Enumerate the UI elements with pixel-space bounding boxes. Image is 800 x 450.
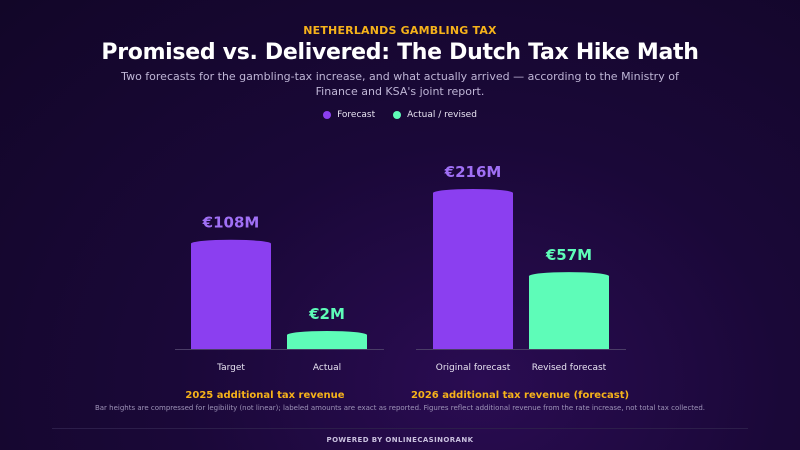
kicker: NETHERLANDS GAMBLING TAX <box>303 24 497 37</box>
legend-item-forecast: Forecast <box>323 110 375 120</box>
legend-item-actual: Actual / revised <box>393 110 477 120</box>
group-label-2025: 2025 additional tax revenue <box>185 390 345 401</box>
divider <box>52 428 748 429</box>
subtitle: Two forecasts for the gambling-tax incre… <box>121 70 679 98</box>
value-label: €108M <box>202 214 260 232</box>
bar-target <box>191 239 271 349</box>
footer-credit: POWERED BY ONLINECASINORANK <box>326 436 474 444</box>
category-label: Original forecast <box>436 363 511 373</box>
group-label-2026: 2026 additional tax revenue (forecast) <box>410 390 630 401</box>
value-label: €216M <box>444 163 502 181</box>
bar-original-forecast <box>433 189 513 349</box>
bar-revised-forecast <box>529 272 609 349</box>
value-label: €57M <box>545 246 592 264</box>
bar-actual <box>287 331 367 349</box>
forecast-dot-icon <box>323 111 332 119</box>
legend: Forecast Actual / revised <box>0 110 800 120</box>
page-title: Promised vs. Delivered: The Dutch Tax Hi… <box>101 40 699 65</box>
legend-label-actual: Actual / revised <box>407 110 477 120</box>
actual-dot-icon <box>393 111 402 119</box>
category-label: Target <box>216 363 245 373</box>
category-label: Actual <box>313 363 341 373</box>
legend-label-forecast: Forecast <box>337 110 376 120</box>
value-label: €2M <box>308 305 345 323</box>
footnote: Bar heights are compressed for legibilit… <box>94 404 706 412</box>
category-label: Revised forecast <box>532 363 607 373</box>
